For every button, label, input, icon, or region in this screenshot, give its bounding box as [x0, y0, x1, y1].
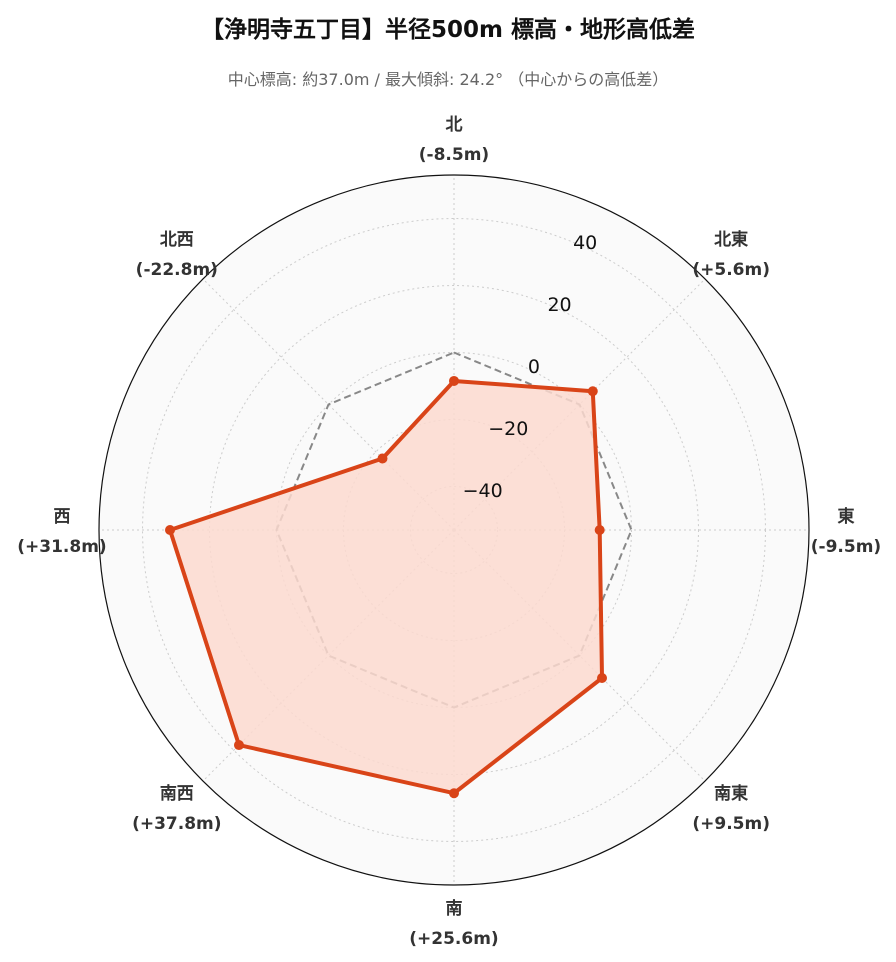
data-point: [377, 453, 388, 464]
chart-title: 【浄明寺五丁目】半径500m 標高・地形高低差: [201, 17, 695, 43]
direction-name: 北: [446, 115, 463, 135]
direction-value: (+5.6m): [692, 260, 770, 280]
data-point: [587, 386, 598, 397]
data-point: [449, 375, 459, 386]
data-point: [233, 740, 244, 751]
data-point: [594, 525, 605, 535]
direction-name: 南西: [160, 783, 194, 804]
direction-name: 東: [838, 506, 855, 527]
spoke-line: [453, 529, 706, 782]
radial-tick-labels: −40 −20 0 20 40: [463, 232, 598, 502]
spoke-line: [202, 278, 455, 531]
spoke-line: [453, 278, 706, 531]
data-point: [597, 673, 608, 684]
direction-name: 西: [54, 507, 71, 527]
radial-tick-label: 40: [573, 232, 597, 254]
radial-tick-label: 0: [528, 356, 540, 378]
direction-value: (-9.5m): [811, 537, 881, 557]
direction-value: (-22.8m): [136, 260, 218, 280]
direction-value: (+31.8m): [17, 537, 106, 557]
data-point: [165, 525, 175, 535]
radial-tick-label: −20: [488, 418, 528, 440]
direction-labels: 北 (-8.5m) 北東 (+5.6m) 東 (-9.5m) 南東 (+9.5m) 南 (+25.…: [17, 115, 881, 949]
direction-value: (+9.5m): [692, 814, 770, 834]
radial-tick-label: −40: [463, 480, 503, 502]
direction-name: 北東: [714, 229, 748, 250]
direction-value: (+37.8m): [132, 814, 221, 834]
direction-name: 北西: [160, 230, 194, 250]
direction-value: (-8.5m): [419, 145, 489, 165]
direction-name: 南東: [714, 783, 748, 804]
grid-circle: [209, 285, 699, 775]
radial-tick-label: 20: [547, 294, 571, 316]
direction-value: (+25.6m): [409, 929, 498, 949]
data-point: [449, 788, 459, 799]
direction-name: 南: [446, 898, 463, 919]
chart-subtitle: 中心標高: 約37.0m / 最大傾斜: 24.2° （中心からの高低差）: [227, 70, 669, 89]
series-points: [165, 375, 608, 799]
outer-ring: [98, 174, 810, 886]
